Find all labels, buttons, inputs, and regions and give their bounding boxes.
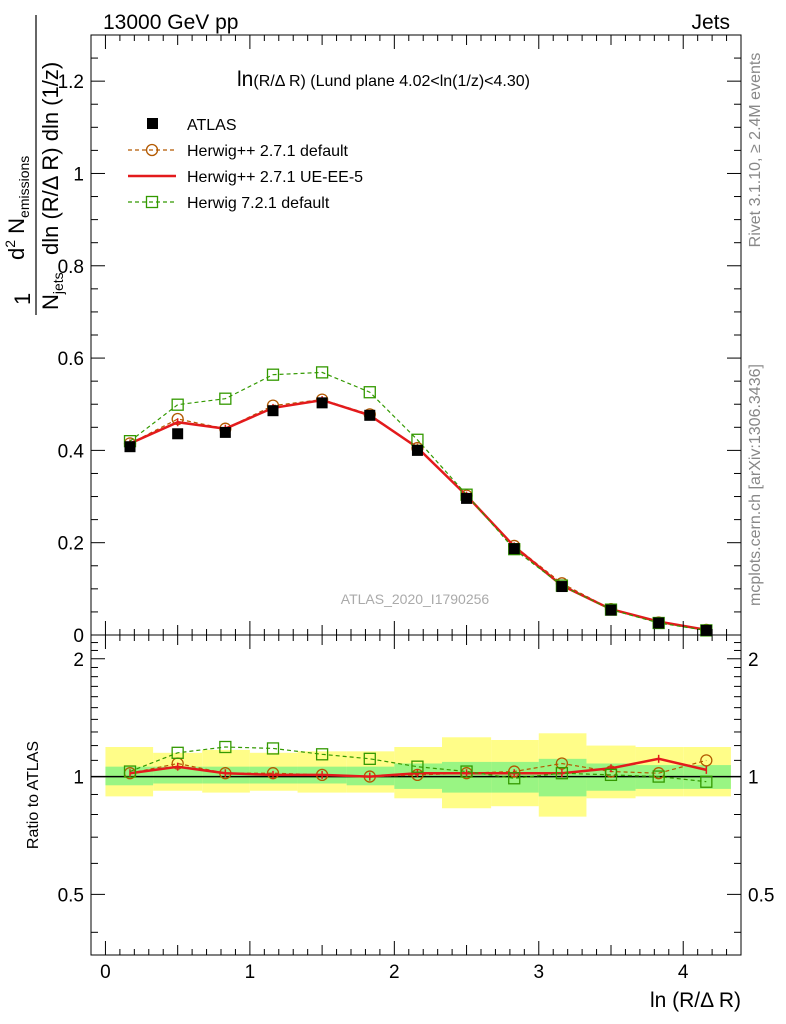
main-y-tick-label: 1.2	[58, 72, 84, 93]
ratio-series-1-point	[555, 757, 569, 770]
main-series-3-point	[363, 386, 376, 399]
atlas-data-point	[172, 428, 184, 440]
ratio-y-tick-label: 1	[73, 768, 84, 789]
ratio-series-3-point	[315, 748, 329, 761]
main-y-axis-title: 1 Njets d2 Nemissions dln (R/Δ R) dln (1…	[2, 15, 66, 315]
atlas-data-point	[461, 492, 473, 504]
legend-herwigpp-default-label: Herwig++ 2.7.1 default	[187, 143, 349, 160]
atlas-data-point	[556, 581, 568, 593]
atlas-data-point	[508, 543, 520, 555]
ratio-y-axis-title: Ratio to ATLAS	[25, 741, 42, 849]
ylabel-njets: Njets	[38, 272, 66, 310]
plot-title-rest: (Lund plane 4.02<ln(1/z)<4.30)	[306, 73, 530, 90]
ratio-series-3-point	[171, 746, 184, 759]
plot-title-paren: (R/Δ R)	[253, 73, 305, 90]
legend-herwigpp-default-marker	[145, 143, 159, 157]
x-tick-label: 3	[533, 962, 544, 983]
main-y-tick-label: 0	[73, 626, 84, 647]
main-y-tick-label: 1	[73, 164, 84, 185]
analysis-watermark: ATLAS_2020_I1790256	[341, 591, 490, 607]
ratio-series-3-point	[411, 760, 424, 773]
x-axis-title: ln (R/Δ R)	[650, 989, 741, 1012]
atlas-data-point	[653, 617, 665, 629]
main-series-3-point	[219, 392, 232, 405]
mcplots-label: mcplots.cern.ch [arXiv:1306.3436]	[747, 364, 764, 606]
ylabel-denominator: dln (R/Δ R) dln (1/z)	[38, 62, 63, 255]
ratio-band-inner	[153, 766, 203, 784]
atlas-data-point	[364, 409, 376, 421]
ylabel-numerator: d2 Nemissions	[2, 156, 32, 260]
ratio-series-3-line	[129, 746, 707, 783]
main-series-3-point	[266, 368, 280, 381]
legend-atlas-marker	[147, 118, 158, 129]
ratio-series-3-point	[460, 765, 473, 778]
legend-herwig7-label: Herwig 7.2.1 default	[187, 195, 330, 212]
atlas-data-point	[267, 405, 279, 417]
main-y-tick-label: 0.2	[58, 534, 84, 555]
main-y-tick-label: 0.6	[58, 349, 84, 370]
atlas-data-point	[605, 604, 617, 616]
ratio-y-tick-label: 0.5	[58, 885, 84, 906]
atlas-data-point	[411, 444, 423, 456]
ylabel-one: 1	[10, 293, 35, 305]
legend-herwig7-marker	[145, 195, 159, 209]
atlas-data-point	[316, 397, 328, 409]
main-y-tick-label: 0.8	[58, 257, 84, 278]
header-left-label: 13000 GeV pp	[103, 11, 238, 34]
ratio-y-tick-label-right: 0.5	[748, 885, 774, 906]
x-tick-label: 0	[100, 962, 111, 983]
main-panel	[91, 35, 741, 635]
x-tick-label: 4	[678, 962, 689, 983]
ratio-series-3-point	[363, 752, 376, 765]
ratio-series-3-point	[219, 740, 232, 754]
ratio-panel-frame	[90, 634, 742, 956]
ratio-band-inner	[538, 758, 587, 797]
ratio-y-tick-label: 2	[73, 650, 84, 671]
atlas-data-point	[700, 624, 712, 636]
ratio-series-3-point	[508, 772, 521, 785]
legend-herwigpp-ueee5-label: Herwig++ 2.7.1 UE-EE-5	[187, 169, 363, 186]
main-series-3-point	[315, 366, 329, 379]
ratio-y-tick-label-right: 2	[748, 650, 759, 671]
plot-title-main: ln	[237, 68, 253, 91]
atlas-data-point	[124, 441, 136, 453]
legend-atlas-label: ATLAS	[187, 117, 237, 134]
x-tick-label: 1	[245, 962, 256, 983]
legend: ATLAS Herwig++ 2.7.1 default Herwig++ 2.…	[128, 117, 363, 212]
ratio-plot-area	[91, 733, 741, 817]
ratio-series-3-point	[266, 742, 280, 755]
rivet-label: Rivet 3.1.10, ≥ 2.4M events	[747, 53, 764, 248]
atlas-data-point	[219, 426, 231, 438]
ratio-y-tick-label-right: 1	[748, 768, 759, 789]
header-right-label: Jets	[691, 11, 730, 34]
ratio-series-3-point	[123, 765, 137, 778]
axis-ticks: 0 0.2 0.4 0.6 0.8 1 1.2 0.5 0.5 1 1 2 2 0 1 2 3 4	[58, 35, 774, 983]
ratio-series-3-point	[652, 770, 665, 783]
plot-title: ln(R/Δ R) (Lund plane 4.02<ln(1/z)<4.30)	[237, 68, 530, 91]
ratio-series-1-point	[700, 754, 713, 767]
main-y-tick-label: 0.4	[58, 441, 85, 462]
ratio-series-3-point	[555, 767, 569, 780]
main-series-3-point	[171, 398, 184, 411]
ratio-series-3-point	[700, 775, 713, 788]
x-tick-label: 2	[389, 962, 400, 983]
ratio-series-3-point	[604, 768, 618, 782]
main-plot-area	[123, 366, 713, 637]
